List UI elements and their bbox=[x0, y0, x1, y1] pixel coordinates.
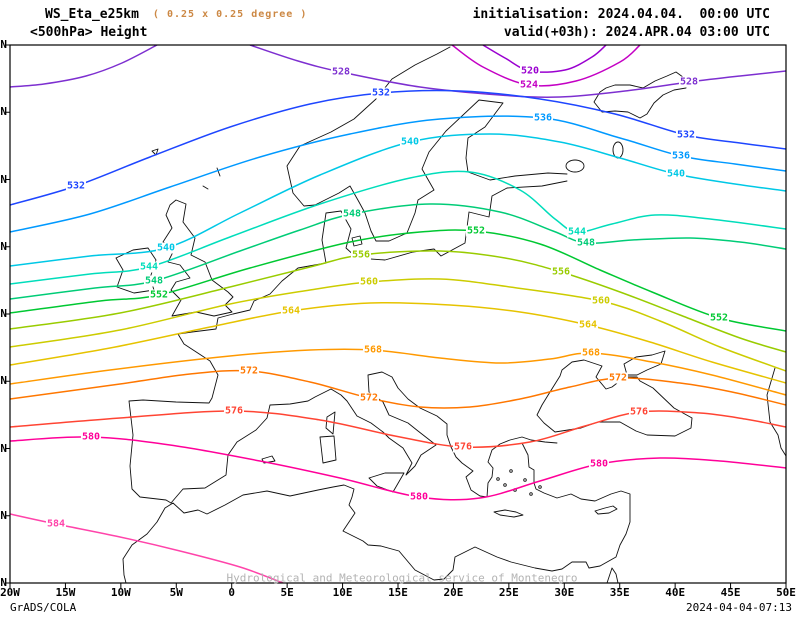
model-name: WS_Eta_e25km bbox=[45, 7, 139, 22]
coast-scandinavia bbox=[286, 46, 568, 242]
coast-caspian bbox=[766, 367, 786, 457]
contour-520 bbox=[482, 45, 607, 73]
contour-568 bbox=[10, 348, 786, 396]
watermark: Hydrological and Meteorological service … bbox=[226, 571, 578, 585]
x-axis-label: 20W bbox=[0, 586, 20, 599]
island-sardinia bbox=[319, 435, 337, 464]
coast-black-sea bbox=[536, 359, 693, 437]
island-cyprus bbox=[594, 505, 618, 515]
creation-timestamp: 2024-04-04-07:13 bbox=[686, 601, 792, 614]
contour-528 bbox=[249, 45, 786, 98]
island-orkney bbox=[202, 185, 209, 190]
x-axis-label: 25E bbox=[498, 586, 519, 599]
contour-556 bbox=[10, 250, 786, 353]
contour-544 bbox=[10, 170, 786, 285]
coastlines bbox=[115, 46, 786, 583]
resolution-label: ( 0.25 x 0.25 degree ) bbox=[152, 9, 308, 20]
x-axis-label: 45E bbox=[720, 586, 741, 599]
valid-time: valid(+03h): 2024.APR.04 03:00 UTC bbox=[503, 25, 770, 40]
x-axis-label: 20E bbox=[443, 586, 464, 599]
header-line1-left: WS_Eta_e25km ( 0.25 x 0.25 degree ) bbox=[45, 7, 307, 22]
map-frame bbox=[9, 44, 787, 584]
x-axis-label: 15W bbox=[55, 586, 76, 599]
contour-564 bbox=[10, 301, 786, 384]
island-crete bbox=[493, 509, 524, 518]
x-axis-label: 35E bbox=[609, 586, 630, 599]
coast-suez bbox=[606, 567, 619, 583]
coast-white-sea bbox=[593, 71, 688, 119]
x-axis-label: 50E bbox=[776, 586, 796, 599]
contour-lines bbox=[10, 45, 786, 583]
island-zealand bbox=[351, 235, 363, 247]
x-axis-label: 0 bbox=[228, 586, 236, 599]
island-corsica bbox=[325, 411, 336, 435]
island-faroe bbox=[151, 148, 159, 156]
island-sicily bbox=[368, 472, 405, 493]
contour-576 bbox=[10, 410, 786, 448]
coast-azov-sea bbox=[623, 350, 666, 376]
x-axis-label: 40E bbox=[665, 586, 686, 599]
x-axis-label: 15E bbox=[388, 586, 408, 599]
coast-atlantic-europe bbox=[128, 180, 568, 504]
axis-ticks bbox=[5, 44, 787, 588]
contour-532 bbox=[10, 89, 786, 206]
x-axis-labels: 20W 15W 10W 5W 0 5E 10E 15E 20E 25E 30E 35E 40E 45E 50… bbox=[0, 586, 800, 600]
init-time: initialisation: 2024.04.04. 00:00 UTC bbox=[472, 7, 770, 22]
contour-580 bbox=[10, 436, 786, 501]
lake-ladoga bbox=[565, 159, 585, 173]
contour-560 bbox=[10, 278, 786, 372]
x-axis-label: 5E bbox=[280, 586, 294, 599]
coast-turkey-africa bbox=[122, 442, 631, 583]
contour-572 bbox=[10, 369, 786, 409]
x-axis-label: 10W bbox=[110, 586, 131, 599]
contour-524 bbox=[451, 45, 641, 87]
field-title: <500hPa> Height bbox=[30, 25, 148, 40]
x-axis-label: 10E bbox=[332, 586, 353, 599]
grads-credit: GrADS/COLA bbox=[10, 601, 77, 614]
contour-528 bbox=[10, 45, 158, 88]
x-axis-label: 30E bbox=[554, 586, 575, 599]
lake-onega bbox=[612, 141, 624, 159]
x-axis-label: 5W bbox=[169, 586, 183, 599]
island-shetland bbox=[216, 167, 221, 177]
